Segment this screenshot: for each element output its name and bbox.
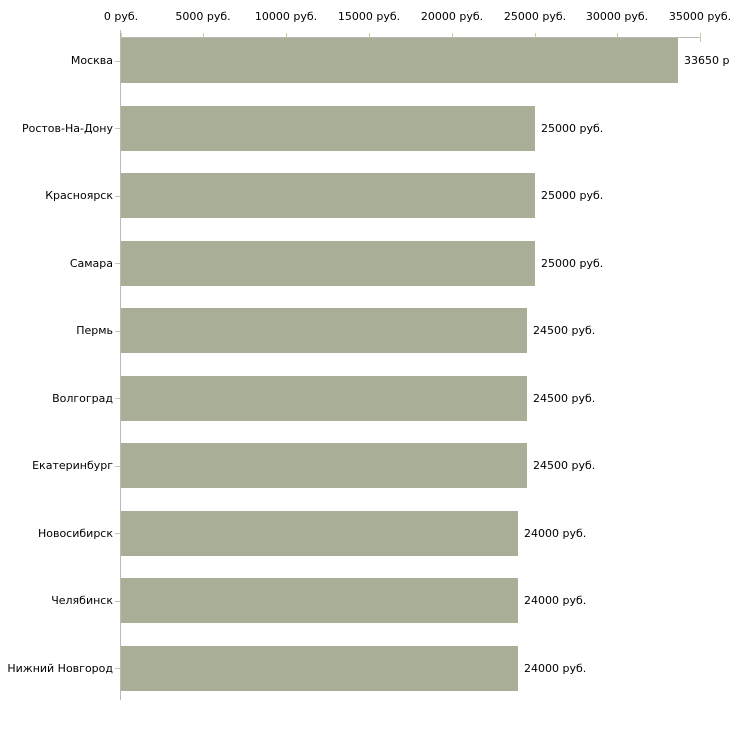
value-label: 25000 руб. (541, 122, 604, 135)
value-label: 24500 руб. (533, 392, 596, 405)
x-axis-tick (535, 33, 536, 42)
x-axis-tick (286, 33, 287, 42)
category-label: Волгоград (52, 392, 113, 405)
bar (121, 443, 527, 488)
category-label: Москва (70, 54, 113, 67)
value-label: 33650 руб. (684, 54, 730, 67)
category-tick (115, 398, 120, 399)
x-axis-line (120, 37, 701, 38)
value-label: 24500 руб. (533, 459, 596, 472)
bar (121, 308, 527, 353)
x-axis-tick-label: 15000 руб. (337, 10, 401, 23)
value-label: 24000 руб. (524, 594, 587, 607)
value-label: 24000 руб. (524, 527, 587, 540)
category-label: Нижний Новгород (7, 662, 113, 675)
x-axis-tick-label: 25000 руб. (503, 10, 567, 23)
bar (121, 646, 518, 691)
x-axis-tick-label: 20000 руб. (420, 10, 484, 23)
category-label: Ростов-На-Дону (21, 122, 113, 135)
x-axis-tick-label: 30000 руб. (585, 10, 649, 23)
bar (121, 511, 518, 556)
category-tick (115, 331, 120, 332)
x-axis-tick-label: 5000 руб. (175, 10, 231, 23)
category-label: Челябинск (51, 594, 113, 607)
category-label: Екатеринбург (32, 459, 113, 472)
x-axis-tick (203, 33, 204, 42)
category-tick (115, 196, 120, 197)
category-tick (115, 61, 120, 62)
value-label: 24000 руб. (524, 662, 587, 675)
x-axis-tick (617, 33, 618, 42)
category-tick (115, 128, 120, 129)
x-axis-tick (452, 33, 453, 42)
category-tick (115, 601, 120, 602)
category-tick (115, 263, 120, 264)
category-label: Красноярск (45, 189, 113, 202)
value-label: 24500 руб. (533, 324, 596, 337)
x-axis-tick (700, 33, 701, 42)
y-axis-line (120, 30, 121, 700)
value-label: 25000 руб. (541, 189, 604, 202)
category-label: Самара (69, 257, 113, 270)
bar (121, 106, 535, 151)
x-axis-tick-label: 35000 руб. (668, 10, 730, 23)
x-axis-tick-label: 10000 руб. (254, 10, 318, 23)
bar (121, 241, 535, 286)
bar (121, 376, 527, 421)
category-tick (115, 533, 120, 534)
x-axis-tick (369, 33, 370, 42)
bar (121, 578, 518, 623)
bar (121, 38, 678, 83)
bar (121, 173, 535, 218)
category-tick (115, 668, 120, 669)
category-tick (115, 466, 120, 467)
x-axis-tick (121, 33, 122, 42)
category-label: Новосибирск (37, 527, 113, 540)
x-axis-tick-label: 0 руб. (103, 10, 139, 23)
value-label: 25000 руб. (541, 257, 604, 270)
category-label: Пермь (76, 324, 113, 337)
